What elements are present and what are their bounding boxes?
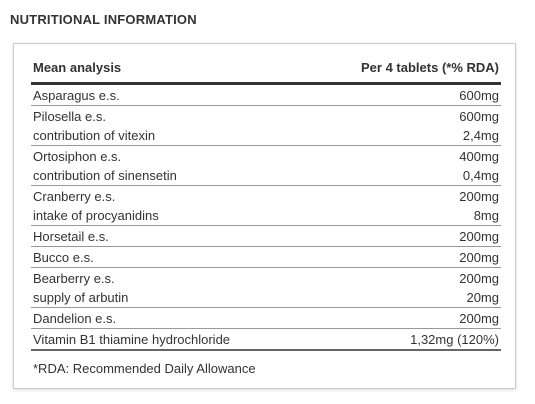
table-row: Vitamin B1 thiamine hydrochloride 1,32mg … (31, 328, 501, 351)
name-cell: Bucco e.s. (31, 246, 307, 268)
nutrition-table: Mean analysis Per 4 tablets (*% RDA) Asp… (31, 57, 501, 351)
table-box: Mean analysis Per 4 tablets (*% RDA) Asp… (13, 43, 516, 389)
name-cell: Ortosiphon e.s. contribution of sinenseti… (31, 145, 307, 186)
amount-cell: 200mg (306, 225, 501, 247)
ingredient: contribution of sinensetin (33, 168, 177, 183)
amount: 200mg (459, 189, 499, 204)
footnote: *RDA: Recommended Daily Allowance (33, 361, 256, 376)
ingredient: Horsetail e.s. (33, 229, 109, 244)
amount-cell: 1,32mg (120%) (306, 328, 501, 351)
table-row: Bearberry e.s. supply of arbutin 200mg 20mg (31, 267, 501, 308)
table-body: Asparagus e.s. 600mg Pilosella e.s. contrib… (31, 83, 501, 351)
amount: 200mg (459, 229, 499, 244)
ingredient: Vitamin B1 thiamine hydrochloride (33, 332, 231, 347)
table-head: Mean analysis Per 4 tablets (*% RDA) (31, 57, 501, 85)
table-row: Asparagus e.s. 600mg (31, 83, 501, 106)
header-row: Mean analysis Per 4 tablets (*% RDA) (31, 57, 501, 85)
ingredient: contribution of vitexin (33, 128, 156, 143)
table-row: Pilosella e.s. contribution of vitexin 600… (31, 105, 501, 146)
table-row: Cranberry e.s. intake of procyanidins 200m… (31, 185, 501, 226)
header-cell: Per 4 tablets (*% RDA) (306, 57, 501, 85)
ingredient: supply of arbutin (33, 290, 129, 305)
ingredient: Dandelion e.s. (33, 311, 117, 326)
amount: 200mg (459, 271, 499, 286)
name-cell: Pilosella e.s. contribution of vitexin (31, 105, 307, 146)
table-row: Bucco e.s. 200mg (31, 246, 501, 268)
amount: 400mg (459, 149, 499, 164)
ingredient: Bearberry e.s. (33, 271, 115, 286)
amount: 600mg (459, 109, 499, 124)
ingredient: Cranberry e.s. (33, 189, 116, 204)
ingredient: Asparagus e.s. (33, 88, 120, 103)
amount-cell: 200mg (306, 246, 501, 268)
name-cell: Bearberry e.s. supply of arbutin (31, 267, 307, 308)
table-row: Dandelion e.s. 200mg (31, 307, 501, 329)
name-cell: Dandelion e.s. (31, 307, 307, 329)
amount: 20mg (466, 290, 499, 305)
amount-cell: 600mg (306, 83, 501, 106)
header-cell: Mean analysis (31, 57, 307, 85)
amount-cell: 400mg 0,4mg (306, 145, 501, 186)
amount: 200mg (459, 250, 499, 265)
amount: 1,32mg (120%) (410, 332, 499, 347)
amount-cell: 200mg (306, 307, 501, 329)
ingredient: intake of procyanidins (33, 208, 159, 223)
amount: 600mg (459, 88, 499, 103)
table-row: Ortosiphon e.s. contribution of sinenseti… (31, 145, 501, 186)
amount-cell: 600mg 2,4mg (306, 105, 501, 146)
name-cell: Horsetail e.s. (31, 225, 307, 247)
amount: 2,4mg (462, 128, 499, 143)
amount: 200mg (459, 311, 499, 326)
name-cell: Cranberry e.s. intake of procyanidins (31, 185, 307, 226)
name-cell: Vitamin B1 thiamine hydrochloride (31, 328, 307, 351)
ingredient: Pilosella e.s. (33, 109, 106, 124)
amount: 8mg (473, 208, 499, 223)
amount-cell: 200mg 20mg (306, 267, 501, 308)
name-cell: Asparagus e.s. (31, 83, 307, 106)
amount-cell: 200mg 8mg (306, 185, 501, 226)
section-title: NUTRITIONAL INFORMATION (10, 12, 197, 27)
table-row: Horsetail e.s. 200mg (31, 225, 501, 247)
ingredient: Bucco e.s. (33, 250, 94, 265)
ingredient: Ortosiphon e.s. (33, 149, 122, 164)
amount: 0,4mg (462, 168, 499, 183)
